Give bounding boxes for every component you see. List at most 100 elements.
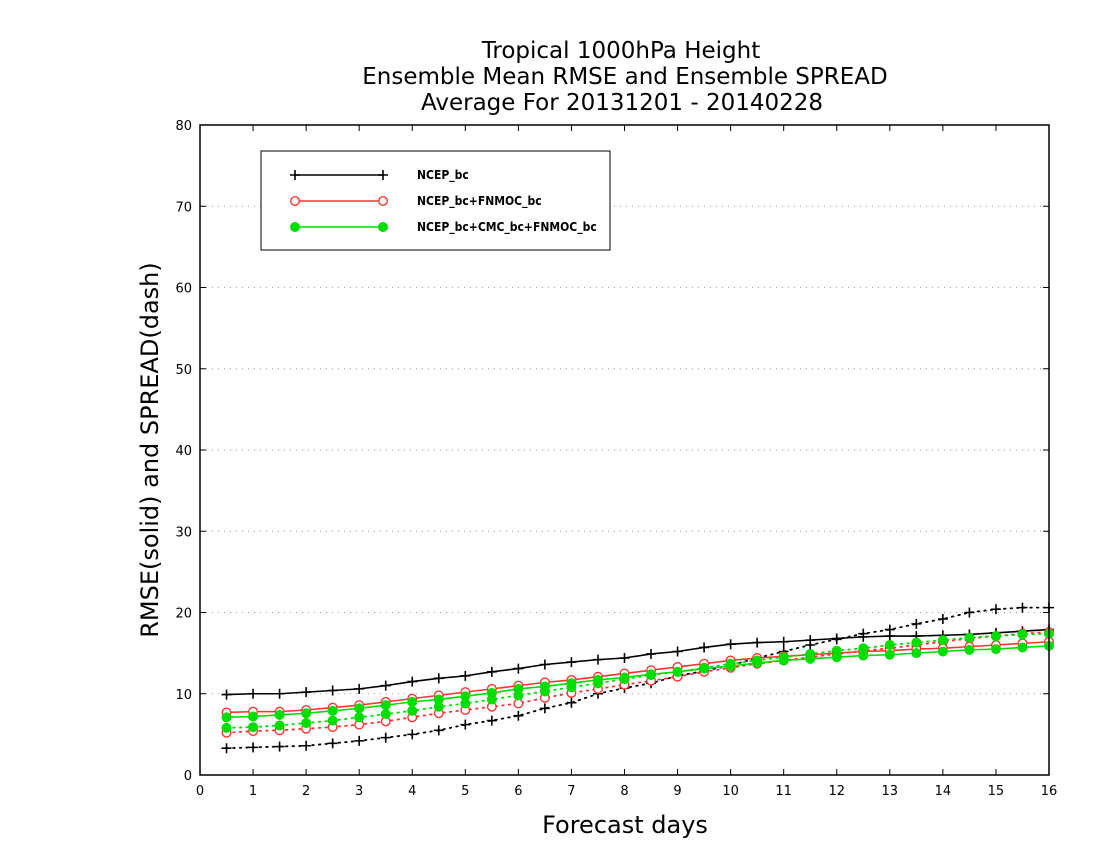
data-point: [858, 631, 869, 642]
data-point: [513, 698, 524, 709]
y-tick-label: 10: [175, 688, 192, 703]
x-tick-label: 12: [828, 784, 845, 799]
data-point: [937, 646, 948, 657]
x-tick-label: 14: [935, 784, 952, 799]
data-point: [725, 639, 736, 650]
data-point: [327, 685, 338, 696]
data-point: [752, 637, 763, 648]
data-point: [301, 687, 312, 698]
data-point: [221, 743, 232, 754]
data-point: [301, 718, 312, 728]
data-point: [380, 732, 391, 743]
data-point: [539, 703, 550, 714]
data-point: [354, 735, 365, 746]
data-point: [221, 722, 232, 733]
data-point: [274, 720, 285, 731]
data-point: [911, 618, 922, 629]
data-point: [354, 683, 365, 694]
spread-line: [225, 606, 1050, 750]
data-point: [884, 631, 895, 642]
data-point: [911, 637, 922, 648]
y-tick-label: 20: [175, 607, 192, 622]
data-point: [725, 661, 736, 672]
x-axis-ticks: 0 1 2 3 4 5 6 7 8 9 10 11 12 13 14 15 16: [196, 125, 1057, 799]
data-point: [831, 652, 842, 663]
x-axis-label: Forecast days: [542, 811, 708, 839]
data-point: [619, 672, 630, 683]
data-point: [884, 649, 895, 660]
data-point: [805, 635, 816, 646]
data-point: [327, 715, 338, 726]
data-point: [1017, 629, 1028, 640]
x-tick-label: 13: [882, 784, 899, 799]
data-point: [354, 703, 365, 714]
data-point: [433, 694, 444, 705]
data-point: [778, 636, 789, 647]
data-point: [380, 680, 391, 691]
chart-title-line-3: Average For 20131201 - 20140228: [421, 90, 823, 116]
x-tick-label: 6: [514, 784, 522, 799]
data-point: [990, 644, 1001, 655]
legend-entry: NCEP_bc+FNMOC_bc: [290, 194, 542, 209]
data-point: [937, 635, 948, 646]
legend-entries: NCEP_bc NCEP_bc+FNMOC_bc NCEP_bc+CMC_bc+FN…: [290, 168, 597, 235]
data-point: [460, 670, 471, 681]
data-point: [354, 712, 365, 723]
data-point: [646, 648, 657, 659]
legend-label: NCEP_bc: [417, 168, 469, 183]
data-point: [486, 715, 497, 726]
data-point: [805, 653, 816, 664]
data-point: [433, 725, 444, 736]
data-point: [407, 696, 418, 707]
x-tick-label: 16: [1041, 784, 1058, 799]
data-point: [778, 655, 789, 666]
data-point: [248, 711, 259, 722]
y-axis-ticks: 0 10 20 30 40 50 60 70 80: [175, 119, 1049, 784]
data-point: [752, 657, 763, 668]
data-point: [407, 705, 418, 716]
legend-label: NCEP_bc+CMC_bc+FNMOC_bc: [417, 220, 597, 235]
data-point: [937, 614, 948, 624]
data-point: [990, 631, 1001, 642]
data-point: [964, 607, 975, 618]
data-point: [486, 687, 497, 698]
data-point: [327, 705, 338, 716]
x-tick-label: 15: [988, 784, 1005, 799]
x-tick-label: 9: [673, 784, 681, 799]
y-axis-label: RMSE(solid) and SPREAD(dash): [136, 262, 164, 638]
x-tick-label: 0: [196, 784, 204, 799]
data-point: [380, 709, 391, 720]
data-point: [248, 742, 259, 753]
data-point: [1017, 642, 1028, 653]
data-point: [290, 222, 300, 232]
data-point: [964, 644, 975, 655]
data-point: [990, 604, 1001, 615]
data-point: [248, 688, 259, 699]
data-point: [566, 697, 577, 708]
data-point: [407, 676, 418, 687]
data-point: [619, 653, 630, 663]
data-point: [274, 709, 285, 720]
y-tick-label: 70: [175, 200, 192, 215]
y-tick-label: 30: [175, 525, 192, 540]
data-point: [592, 654, 603, 665]
data-point: [290, 195, 301, 206]
data-point: [221, 712, 232, 723]
data-point: [378, 170, 388, 180]
data-point: [513, 683, 524, 694]
data-point: [274, 688, 285, 699]
x-tick-label: 1: [249, 784, 257, 799]
data-point: [407, 729, 418, 740]
data-point: [699, 642, 710, 653]
data-point: [964, 632, 975, 643]
legend-label: NCEP_bc+FNMOC_bc: [417, 194, 542, 209]
data-point: [378, 195, 389, 206]
data-point: [301, 708, 312, 719]
data-point: [248, 722, 259, 733]
data-point: [672, 666, 683, 677]
data-point: [911, 648, 922, 659]
data-point: [378, 222, 388, 232]
data-point: [290, 170, 300, 180]
